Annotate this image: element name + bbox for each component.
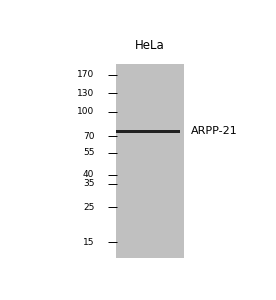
Text: 70: 70 bbox=[83, 132, 94, 141]
Text: 35: 35 bbox=[83, 179, 94, 188]
Text: 55: 55 bbox=[83, 148, 94, 157]
Text: 170: 170 bbox=[77, 70, 94, 80]
Text: 25: 25 bbox=[83, 202, 94, 211]
Text: 15: 15 bbox=[83, 238, 94, 247]
Bar bbox=[116, 130, 180, 133]
Text: ARPP-21: ARPP-21 bbox=[191, 126, 237, 136]
Text: 100: 100 bbox=[77, 107, 94, 116]
Text: 130: 130 bbox=[77, 89, 94, 98]
Text: 40: 40 bbox=[83, 170, 94, 179]
Bar bbox=[116, 64, 184, 258]
Text: HeLa: HeLa bbox=[135, 39, 165, 52]
